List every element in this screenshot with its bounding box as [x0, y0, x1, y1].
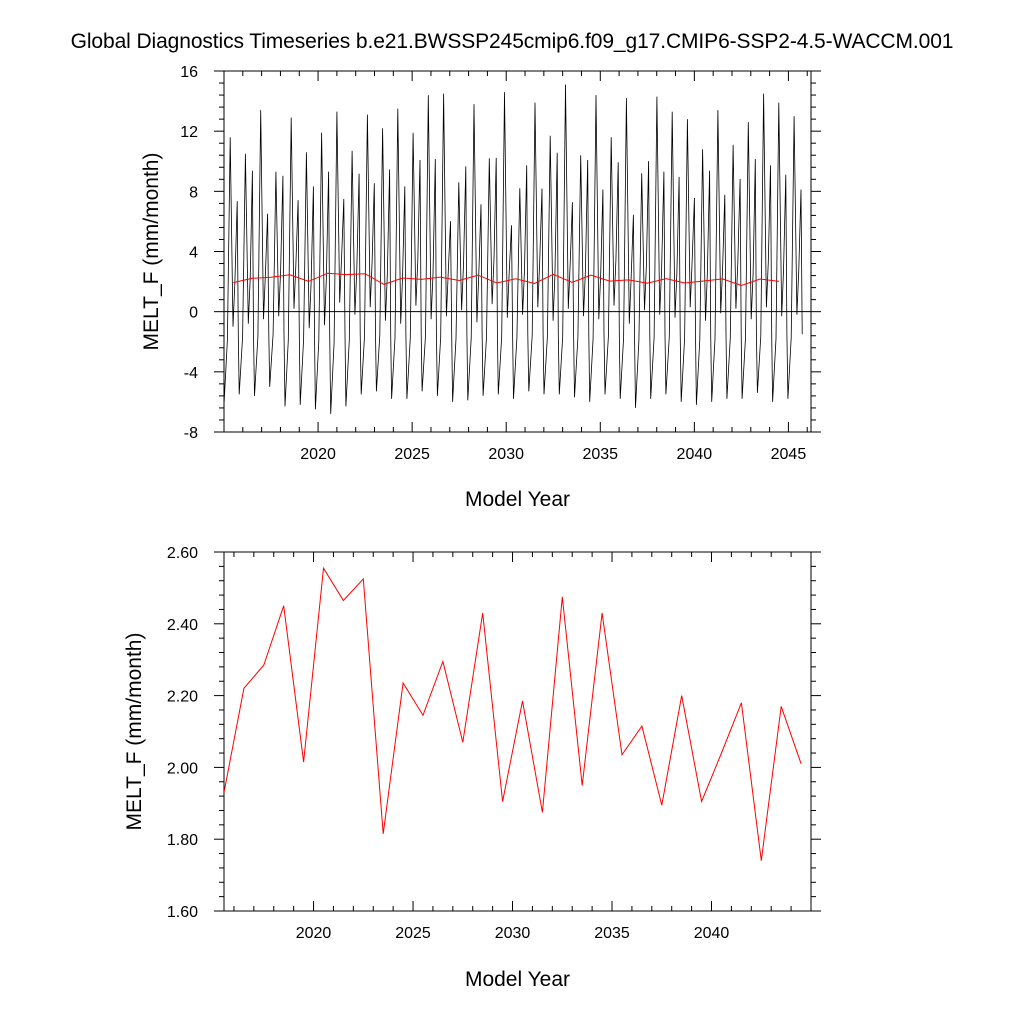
- x-axis-title: Model Year: [465, 488, 570, 511]
- annual-mean-line: [233, 272, 780, 287]
- x-tick-label: 2040: [677, 446, 713, 463]
- y-tick-label: 12: [180, 124, 198, 141]
- figure-title: Global Diagnostics Timeseries b.e21.BWSS…: [70, 30, 954, 53]
- bottom-panel: 2020 2025 2030 2035 2040 1.60 1.80 2.00 2.20 2.40…: [123, 545, 821, 991]
- y-tick-label: 2.20: [167, 689, 198, 706]
- x-tick-label: 2040: [694, 925, 730, 942]
- y-tick-label: -8: [184, 425, 198, 442]
- plot-frame: [223, 551, 812, 912]
- y-tick-label: 2.40: [167, 617, 198, 634]
- x-tick-label: 2035: [582, 446, 618, 463]
- x-tick-label: 2025: [394, 446, 430, 463]
- y-tick-label: 8: [189, 184, 198, 201]
- y-tick-label: 16: [180, 64, 198, 81]
- x-tick-label: 2030: [488, 446, 524, 463]
- x-tick-label: 2045: [771, 446, 807, 463]
- x-tick-label: 2020: [300, 446, 336, 463]
- x-tick-label: 2030: [495, 925, 531, 942]
- y-axis-title: MELT_F (mm/month): [140, 153, 163, 351]
- x-tick-label: 2025: [395, 925, 431, 942]
- y-tick-label: 0: [189, 305, 198, 322]
- y-tick-label: -4: [184, 365, 198, 382]
- y-tick-label: 2.00: [167, 760, 198, 777]
- annual-mean-line: [224, 566, 802, 861]
- y-tick-label: 2.60: [167, 545, 198, 562]
- x-tick-label: 2020: [296, 925, 332, 942]
- y-tick-label: 1.80: [167, 832, 198, 849]
- y-tick-label: 4: [189, 245, 198, 262]
- x-tick-label: 2035: [594, 925, 630, 942]
- y-axis-title: MELT_F (mm/month): [123, 633, 146, 831]
- x-axis-title: Model Year: [465, 968, 570, 991]
- y-tick-label: 1.60: [167, 904, 198, 921]
- monthly-series-line: [224, 84, 803, 414]
- top-panel: 2020 2025 2030 2035 2040 2045 -8 -4 0 4 8 12 16 Model…: [140, 64, 821, 511]
